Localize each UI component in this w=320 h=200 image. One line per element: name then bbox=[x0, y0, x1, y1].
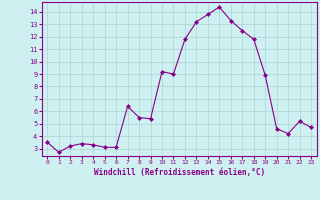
X-axis label: Windchill (Refroidissement éolien,°C): Windchill (Refroidissement éolien,°C) bbox=[94, 168, 265, 177]
